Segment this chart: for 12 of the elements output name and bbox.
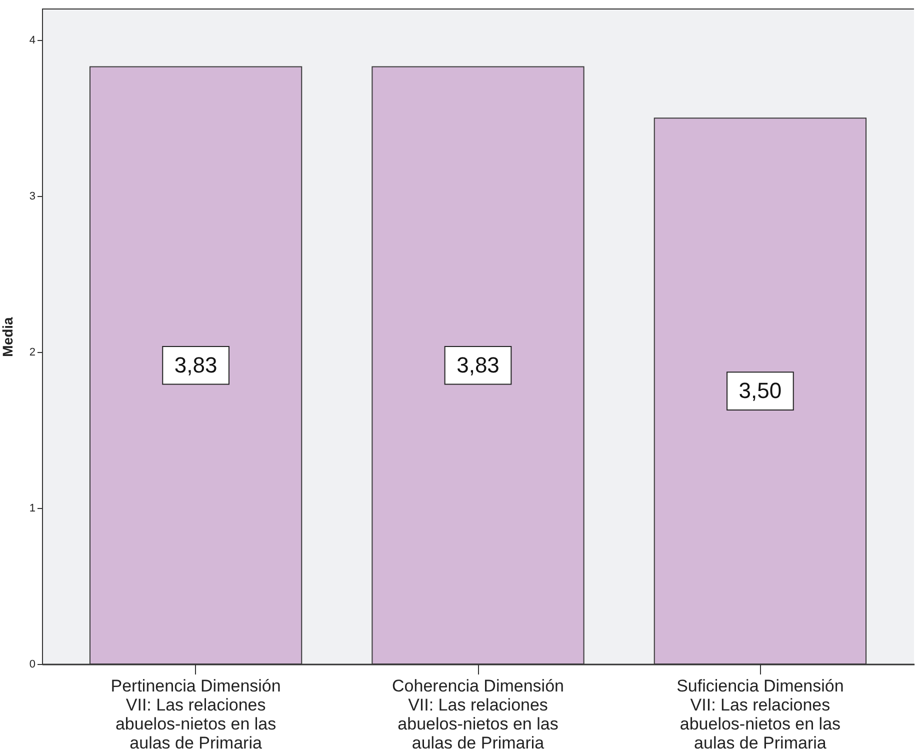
y-axis-title: Media xyxy=(0,316,16,357)
y-tick-label: 4 xyxy=(29,34,36,47)
y-tick-label: 0 xyxy=(29,658,36,670)
data-label: 3,83 xyxy=(456,352,500,378)
y-tick-label: 1 xyxy=(29,502,36,515)
y-tick-label: 2 xyxy=(29,346,36,359)
data-label: 3,50 xyxy=(738,378,782,404)
data-label: 3,83 xyxy=(174,352,218,378)
x-tick-label: Pertinencia Dimensión VII: Las relaciones abuelos-nietos en las aulas de Primaria xyxy=(110,676,281,751)
x-tick-label: Coherencia Dimensión VII: Las relaciones abuelos-nietos en las aulas de Primaria xyxy=(392,676,564,751)
y-tick-label: 3 xyxy=(29,190,36,203)
x-tick-label: Suficiencia Dimensión VII: Las relaciones abuelos-nietos en las aulas de Primaria xyxy=(676,676,844,751)
